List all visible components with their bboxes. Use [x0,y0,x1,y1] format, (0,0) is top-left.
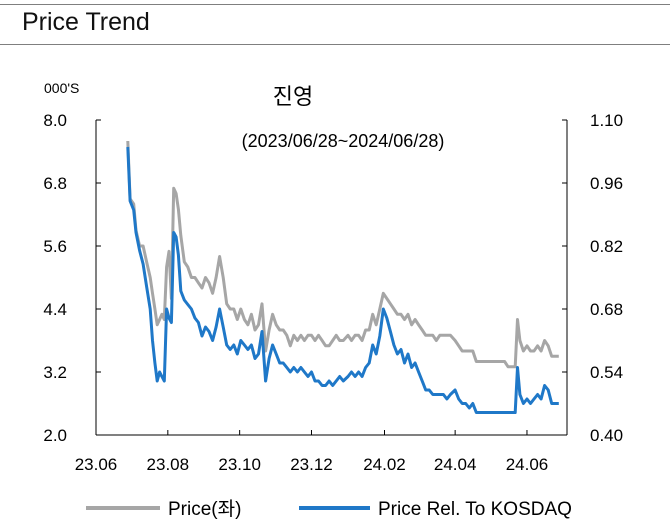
y-left-tick-label: 6.8 [43,174,67,193]
section-header: Price Trend [0,0,670,46]
x-tick-label: 23.12 [290,455,333,474]
y-right-tick-label: 0.68 [590,300,623,319]
chart-legend: Price(좌) Price Rel. To KOSDAQ [86,498,572,520]
y-left-tick-label: 4.4 [43,300,67,319]
x-tick-label: 24.06 [506,455,549,474]
chart-subtitle: (2023/06/28~2024/06/28) [242,131,445,151]
y-left-tick-label: 2.0 [43,426,67,445]
y-right-tick-label: 0.96 [590,174,623,193]
relative-kosdaq-series-line [126,146,559,414]
chart-axes [95,120,568,436]
chart-ticks: 8.0 1.10 6.8 0.96 5.6 0.82 4.4 0.68 3.2 0.54 2.0 0.… [43,111,623,474]
chart-title: 진영 [273,84,313,109]
section-title: Price Trend [22,8,150,36]
y-left-tick-label: 5.6 [43,237,67,256]
y-right-tick-label: 0.82 [590,237,623,256]
y-unit-label: 000'S [44,80,79,96]
x-tick-label: 23.10 [218,455,261,474]
header-top-rule [0,4,670,5]
x-tick-label: 24.02 [363,455,406,474]
y-right-tick-label: 1.10 [590,111,623,130]
y-right-tick-label: 0.54 [590,363,623,382]
legend-label-price: Price(좌) [168,498,241,520]
price-series-line [126,140,559,369]
y-left-tick-label: 3.2 [43,363,67,382]
legend-label-kosdaq: Price Rel. To KOSDAQ [378,499,572,520]
x-tick-label: 23.08 [147,455,190,474]
y-right-tick-label: 0.40 [590,426,623,445]
chart-series [126,140,559,414]
header-bottom-rule [0,44,670,45]
y-left-tick-label: 8.0 [43,111,67,130]
x-tick-label: 23.06 [75,455,118,474]
x-tick-label: 24.04 [434,455,477,474]
